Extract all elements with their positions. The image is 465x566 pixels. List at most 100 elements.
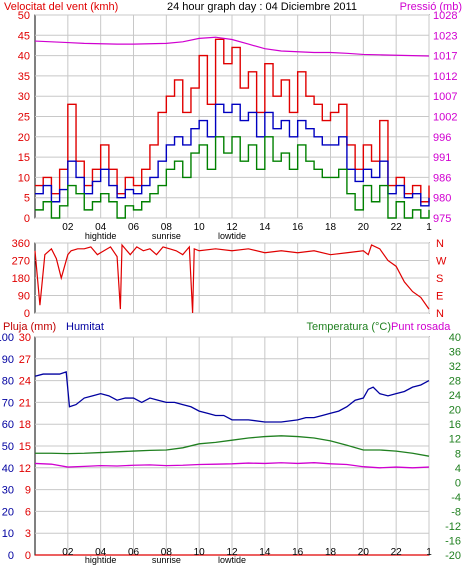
marker-lowtide: lowtide <box>218 555 246 565</box>
temperature-axis-title: Temperatura (°C) <box>307 321 391 333</box>
humidity-axis-title: Humitat <box>66 321 104 333</box>
series-low-line <box>35 136 430 219</box>
time-tick-label: 20 <box>358 547 370 558</box>
time-tick-label: 04 <box>95 547 107 558</box>
series-avg-line <box>35 103 430 207</box>
chart-title: 24 hour graph day : 04 Diciembre 2011 <box>167 1 357 13</box>
temperature-tick-label: 12 <box>449 434 461 446</box>
series-dewpoint-line <box>34 462 430 469</box>
rain-tick-label: 12 <box>19 463 31 475</box>
time-tick-label: 08 <box>161 222 173 233</box>
direction-degrees-axis: 0 90 180 270 360 <box>12 238 30 320</box>
wind-pressure-panel: 0 5 10 15 20 25 30 35 40 45 50 975 980 986 991 996 1002… <box>18 10 458 225</box>
rain-tick-label: 3 <box>25 528 31 540</box>
temperature-tick-label: 28 <box>449 376 461 388</box>
wind-tick-label: 25 <box>18 112 30 124</box>
humidity-temperature-panel: 0102030405060708090100036912151821242730… <box>0 332 461 562</box>
time-tick-label: 16 <box>292 222 304 233</box>
marker-sunrise: sunrise <box>152 231 181 241</box>
time-tick-label: 14 <box>259 547 271 558</box>
wind-tick-label: 15 <box>18 152 30 164</box>
wind-tick-label: 20 <box>18 132 30 144</box>
time-tick-label: 06 <box>128 222 140 233</box>
temperature-tick-label: 40 <box>449 332 461 344</box>
time-tick-label: 12 <box>226 222 238 233</box>
time-tick-label: 18 <box>325 222 337 233</box>
rain-tick-label: 9 <box>25 485 31 497</box>
temperature-tick-label: -12 <box>445 521 461 533</box>
compass-tick-label: E <box>436 291 443 303</box>
time-tick-label: 08 <box>161 547 173 558</box>
temperature-tick-label: 8 <box>455 448 461 460</box>
pressure-tick-label: 996 <box>433 132 451 144</box>
rain-tick-label: 18 <box>19 419 31 431</box>
pressure-tick-label: 991 <box>433 152 451 164</box>
time-tick-label: 22 <box>391 547 403 558</box>
time-tick-label: 02 <box>62 547 74 558</box>
direction-tick-label: 270 <box>12 256 30 268</box>
direction-tick-label: 180 <box>12 273 30 285</box>
direction-tick-label: 90 <box>18 291 30 303</box>
humidity-tick-label: 20 <box>2 506 14 518</box>
temperature-tick-label: -8 <box>451 506 461 518</box>
wind-tick-label: 5 <box>24 193 30 205</box>
rain-tick-label: 24 <box>19 376 31 388</box>
pressure-axis: 975 980 986 991 996 1002 1007 1012 1017 1023 1028 <box>433 10 457 225</box>
wind-tick-label: 0 <box>24 213 30 225</box>
series-direction-line <box>34 243 430 314</box>
direction-panel-grid <box>35 242 430 314</box>
temperature-tick-label: 4 <box>455 463 461 475</box>
rain-tick-label: 0 <box>25 550 31 562</box>
time-tick-label: 04 <box>95 222 107 233</box>
humidity-tick-label: 0 <box>8 550 14 562</box>
humidity-tick-label: 100 <box>0 332 14 344</box>
rain-humidity-axis: 0102030405060708090100036912151821242730 <box>0 332 31 562</box>
humidity-panel-grid <box>35 336 430 556</box>
temperature-tick-label: 36 <box>449 347 461 359</box>
temperature-tick-label: 32 <box>449 361 461 373</box>
rain-tick-label: 6 <box>25 506 31 518</box>
humidity-tick-label: 30 <box>2 485 14 497</box>
humidity-tick-label: 90 <box>2 354 14 366</box>
pressure-tick-label: 975 <box>433 213 451 225</box>
wind-tick-label: 45 <box>18 30 30 42</box>
time-tick-label: 18 <box>325 547 337 558</box>
temperature-tick-label: -16 <box>445 535 461 547</box>
compass-tick-label: N <box>436 308 444 320</box>
temperature-tick-label: -20 <box>445 550 461 562</box>
time-tick-label: 16 <box>292 547 304 558</box>
marker-hightide: hightide <box>85 231 117 241</box>
wind-time-axis: 02 04 06 08 10 12 14 16 18 20 22 1 hightide sunrise lo… <box>62 222 432 241</box>
series-pressure-line <box>34 36 430 57</box>
time-tick-label: 02 <box>62 222 74 233</box>
pressure-tick-label: 1012 <box>433 71 457 83</box>
time-tick-label: 1 <box>426 222 432 233</box>
humidity-tick-label: 40 <box>2 463 14 475</box>
marker-lowtide: lowtide <box>218 231 246 241</box>
temperature-axis: -20 -16 -12 -8 -4 0 4 8 12 16 20 24 28 32 36 40 <box>445 332 461 562</box>
rain-tick-label: 30 <box>19 332 31 344</box>
wind-tick-label: 40 <box>18 51 30 63</box>
wind-speed-axis: 0 5 10 15 20 25 30 35 40 45 50 <box>18 10 30 225</box>
marker-sunrise: sunrise <box>152 555 181 565</box>
wind-axis-title: Velocitat del vent (kmh) <box>4 1 118 13</box>
temperature-tick-label: 16 <box>449 419 461 431</box>
compass-tick-label: S <box>436 273 443 285</box>
humidity-time-axis: 02 04 06 08 10 12 14 16 18 20 22 1 hightide sunrise lo… <box>62 547 432 565</box>
pressure-tick-label: 1023 <box>433 30 457 42</box>
time-tick-label: 12 <box>226 547 238 558</box>
rain-tick-label: 15 <box>19 441 31 453</box>
rain-tick-label: 27 <box>19 354 31 366</box>
compass-tick-label: N <box>436 238 444 250</box>
humidity-tick-label: 10 <box>2 528 14 540</box>
rain-axis-title: Pluja (mm) <box>3 321 56 333</box>
humidity-tick-label: 70 <box>2 397 14 409</box>
pressure-tick-label: 1017 <box>433 51 457 63</box>
time-tick-label: 14 <box>259 222 271 233</box>
pressure-tick-label: 1028 <box>433 10 457 22</box>
dewpoint-axis-title: Punt rosada <box>391 321 451 333</box>
direction-tick-label: 0 <box>24 308 30 320</box>
